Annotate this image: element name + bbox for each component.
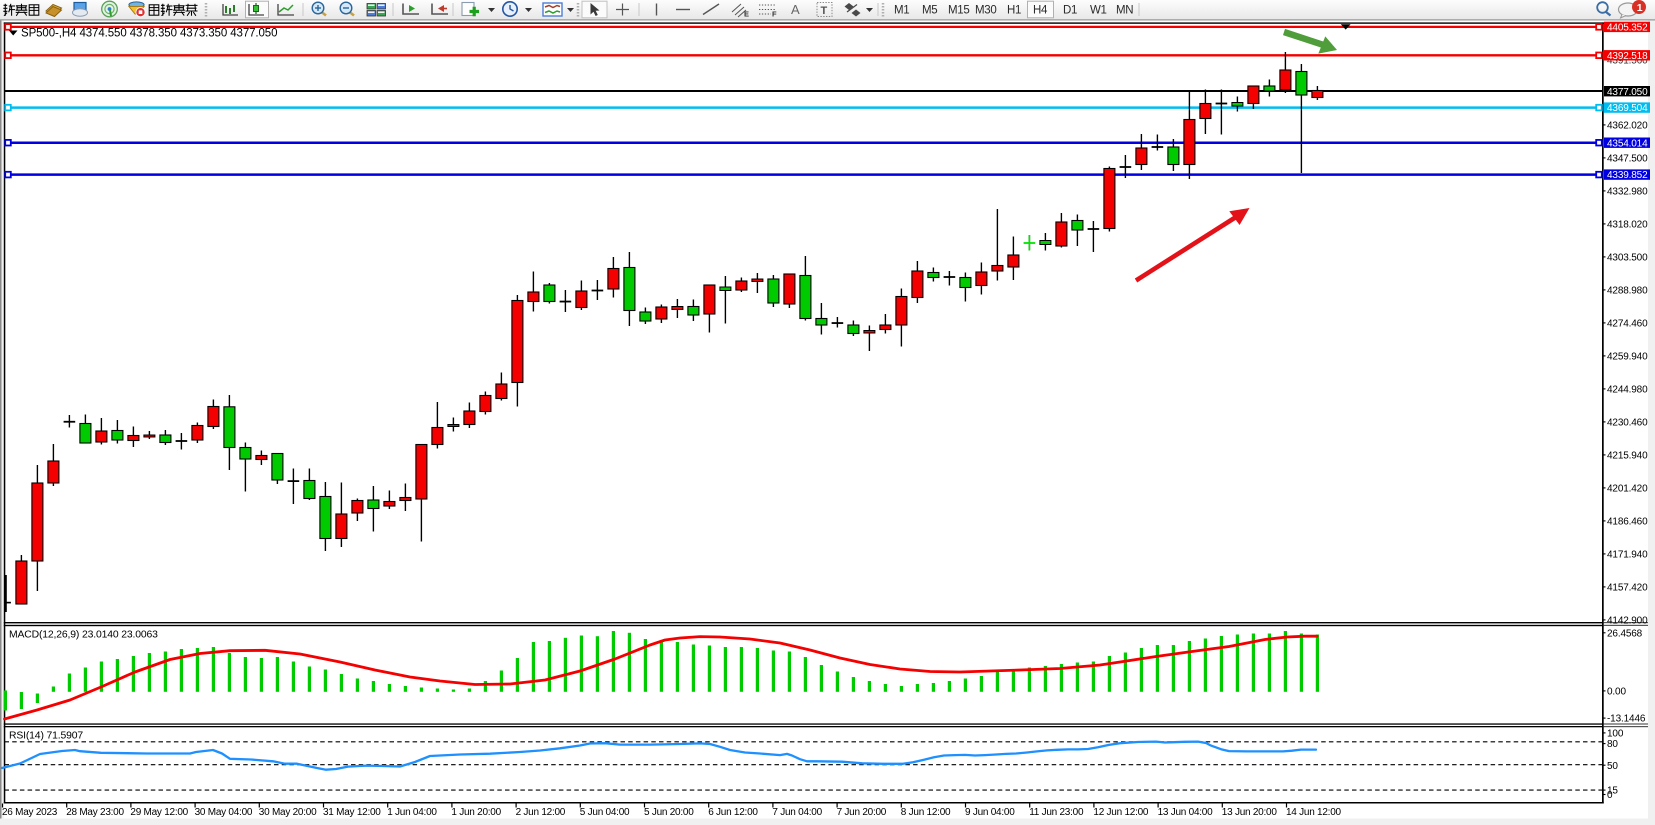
- svg-text:RSI(14) 71.5907: RSI(14) 71.5907: [9, 731, 83, 742]
- svg-text:50: 50: [1607, 761, 1618, 772]
- svg-text:H1: H1: [1007, 5, 1021, 17]
- svg-text:4354.014: 4354.014: [1607, 138, 1648, 149]
- svg-text:80: 80: [1607, 739, 1618, 750]
- svg-text:5 Jun 20:00: 5 Jun 20:00: [644, 807, 694, 818]
- svg-text:4369.504: 4369.504: [1607, 103, 1648, 114]
- svg-text:14 Jun 12:00: 14 Jun 12:00: [1286, 807, 1342, 818]
- svg-text:M1: M1: [894, 5, 909, 17]
- svg-text:M30: M30: [975, 5, 996, 17]
- svg-text:0: 0: [1607, 790, 1613, 801]
- svg-text:4303.500: 4303.500: [1607, 253, 1648, 264]
- svg-text:H4: H4: [1033, 5, 1048, 17]
- svg-text:4347.500: 4347.500: [1607, 154, 1648, 165]
- svg-text:4157.420: 4157.420: [1607, 583, 1648, 594]
- svg-text:4274.460: 4274.460: [1607, 319, 1648, 330]
- svg-text:100: 100: [1607, 729, 1624, 740]
- svg-text:1 Jun 04:00: 1 Jun 04:00: [387, 807, 437, 818]
- svg-text:E: E: [744, 10, 749, 19]
- svg-text:31 May 12:00: 31 May 12:00: [323, 807, 381, 818]
- svg-text:M15: M15: [948, 5, 969, 17]
- svg-text:4142.900: 4142.900: [1607, 616, 1648, 627]
- svg-text:4288.980: 4288.980: [1607, 286, 1648, 297]
- svg-text:-13.1446: -13.1446: [1607, 714, 1646, 725]
- svg-text:4332.980: 4332.980: [1607, 187, 1648, 198]
- svg-text:4339.852: 4339.852: [1607, 170, 1648, 181]
- svg-text:7 Jun 04:00: 7 Jun 04:00: [772, 807, 822, 818]
- svg-text:4362.020: 4362.020: [1607, 121, 1648, 132]
- svg-text:15: 15: [1607, 786, 1618, 797]
- svg-text:2 Jun 12:00: 2 Jun 12:00: [516, 807, 566, 818]
- svg-text:4377.050: 4377.050: [1607, 87, 1648, 98]
- svg-text:M5: M5: [922, 5, 937, 17]
- svg-text:12 Jun 12:00: 12 Jun 12:00: [1093, 807, 1149, 818]
- svg-text:13 Jun 20:00: 13 Jun 20:00: [1222, 807, 1278, 818]
- svg-text:4230.460: 4230.460: [1607, 418, 1648, 429]
- svg-text:8 Jun 12:00: 8 Jun 12:00: [901, 807, 951, 818]
- svg-text:28 May 23:00: 28 May 23:00: [66, 807, 124, 818]
- svg-text:4259.940: 4259.940: [1607, 352, 1648, 363]
- svg-text:D1: D1: [1063, 5, 1077, 17]
- svg-text:4201.420: 4201.420: [1607, 484, 1648, 495]
- svg-text:9 Jun 04:00: 9 Jun 04:00: [965, 807, 1015, 818]
- svg-text:6 Jun 12:00: 6 Jun 12:00: [708, 807, 758, 818]
- svg-text:11 Jun 23:00: 11 Jun 23:00: [1029, 807, 1084, 818]
- svg-text:4318.020: 4318.020: [1607, 220, 1648, 231]
- svg-text:MACD(12,26,9) 23.0140 23.0063: MACD(12,26,9) 23.0140 23.0063: [9, 630, 158, 641]
- svg-text:4392.518: 4392.518: [1607, 51, 1648, 62]
- svg-text:4171.940: 4171.940: [1607, 550, 1648, 561]
- svg-text:W1: W1: [1090, 5, 1107, 17]
- svg-text:5 Jun 04:00: 5 Jun 04:00: [580, 807, 630, 818]
- svg-text:T: T: [821, 5, 828, 17]
- svg-text:13 Jun 04:00: 13 Jun 04:00: [1158, 807, 1214, 818]
- svg-text:4391.560: 4391.560: [1607, 56, 1648, 67]
- svg-text:4215.940: 4215.940: [1607, 451, 1648, 462]
- svg-text:26.4568: 26.4568: [1607, 628, 1643, 639]
- svg-text:4405.352: 4405.352: [1607, 23, 1648, 34]
- svg-text:1 Jun 20:00: 1 Jun 20:00: [451, 807, 501, 818]
- svg-text:MN: MN: [1116, 5, 1133, 17]
- svg-text:4186.460: 4186.460: [1607, 517, 1648, 528]
- svg-text:29 May 12:00: 29 May 12:00: [130, 807, 188, 818]
- svg-text:1: 1: [1637, 2, 1643, 14]
- svg-text:F: F: [772, 10, 777, 19]
- svg-text:4244.980: 4244.980: [1607, 385, 1648, 396]
- svg-text:SP500-,H4 4374.550 4378.350 4: SP500-,H4 4374.550 4378.350 4373.350 437…: [21, 27, 277, 39]
- svg-text:26 May 2023: 26 May 2023: [2, 807, 58, 818]
- svg-text:30 May 20:00: 30 May 20:00: [259, 807, 317, 818]
- svg-text:A: A: [791, 2, 800, 17]
- svg-text:7 Jun 20:00: 7 Jun 20:00: [837, 807, 887, 818]
- svg-text:0.00: 0.00: [1607, 687, 1626, 698]
- svg-text:30 May 04:00: 30 May 04:00: [195, 807, 253, 818]
